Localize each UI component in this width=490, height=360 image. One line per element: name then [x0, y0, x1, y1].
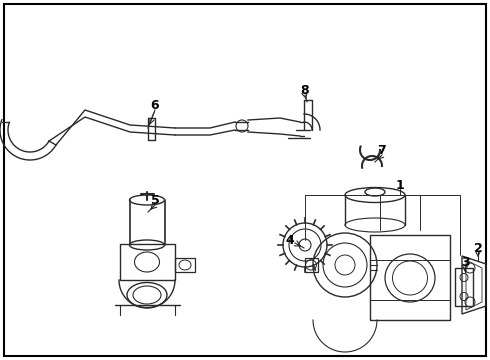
Text: 8: 8: [301, 84, 309, 96]
Text: 3: 3: [461, 256, 469, 270]
Text: 1: 1: [395, 179, 404, 192]
Text: 6: 6: [151, 99, 159, 112]
Text: 2: 2: [474, 242, 482, 255]
Text: 4: 4: [286, 234, 294, 247]
Text: 7: 7: [378, 144, 387, 157]
Text: 5: 5: [150, 194, 159, 207]
